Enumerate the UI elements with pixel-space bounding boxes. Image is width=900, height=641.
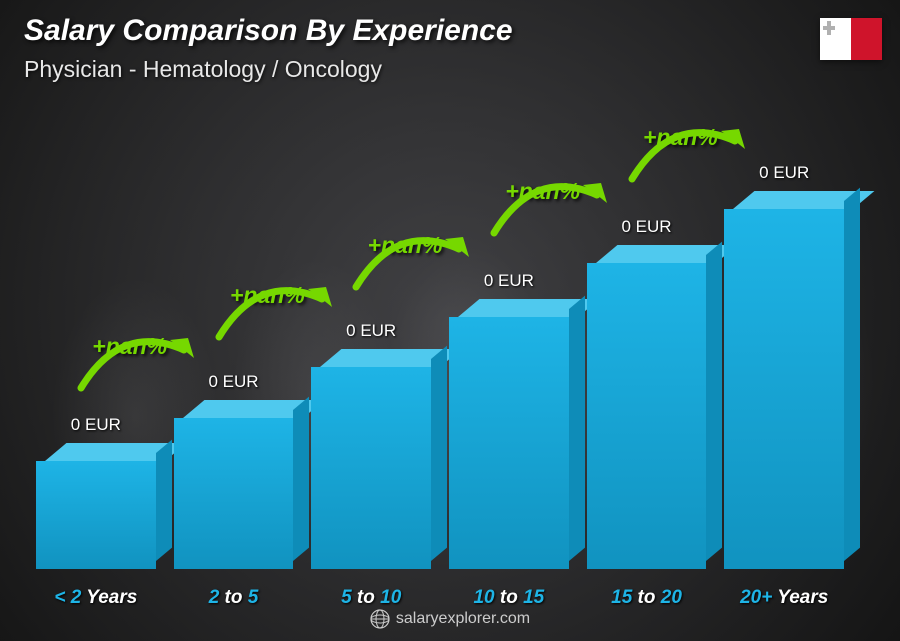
- bar: [449, 317, 569, 569]
- bar: [311, 367, 431, 569]
- increment-label: +nan%: [368, 232, 443, 259]
- bar-column: 0 EUR+nan%10 to 15: [449, 317, 569, 569]
- increment-label: +nan%: [92, 333, 167, 360]
- bar-x-label: 20+ Years: [688, 587, 879, 609]
- bar: [587, 263, 707, 569]
- increment-label: +nan%: [643, 124, 718, 151]
- increment-label: +nan%: [230, 282, 305, 309]
- globe-icon: [370, 609, 390, 629]
- bar-value-label: 0 EUR: [150, 372, 318, 392]
- bar: [36, 461, 156, 569]
- chart-subtitle: Physician - Hematology / Oncology: [24, 56, 382, 83]
- bar-value-label: 0 EUR: [287, 321, 455, 341]
- bar-column: 0 EUR+nan%5 to 10: [311, 367, 431, 569]
- bar: [724, 209, 844, 569]
- chart-title: Salary Comparison By Experience: [24, 14, 513, 48]
- bar-value-label: 0 EUR: [425, 271, 593, 291]
- footer-attribution: salaryexplorer.com: [0, 609, 900, 629]
- bar-column: 0 EUR+nan%2 to 5: [174, 418, 294, 569]
- george-cross-icon: [823, 21, 835, 35]
- bar-column: 0 EUR< 2 Years: [36, 461, 156, 569]
- bar-column: 0 EUR+nan%20+ Years: [724, 209, 844, 569]
- bar-value-label: 0 EUR: [700, 163, 868, 183]
- increment-label: +nan%: [505, 178, 580, 205]
- country-flag-malta: [820, 18, 882, 60]
- footer-text: salaryexplorer.com: [396, 610, 530, 628]
- bar-column: 0 EUR+nan%15 to 20: [587, 263, 707, 569]
- bar-value-label: 0 EUR: [12, 415, 180, 435]
- bar-value-label: 0 EUR: [563, 217, 731, 237]
- bar-chart: 0 EUR< 2 Years0 EUR+nan%2 to 50 EUR+nan%…: [36, 130, 844, 569]
- bar: [174, 418, 294, 569]
